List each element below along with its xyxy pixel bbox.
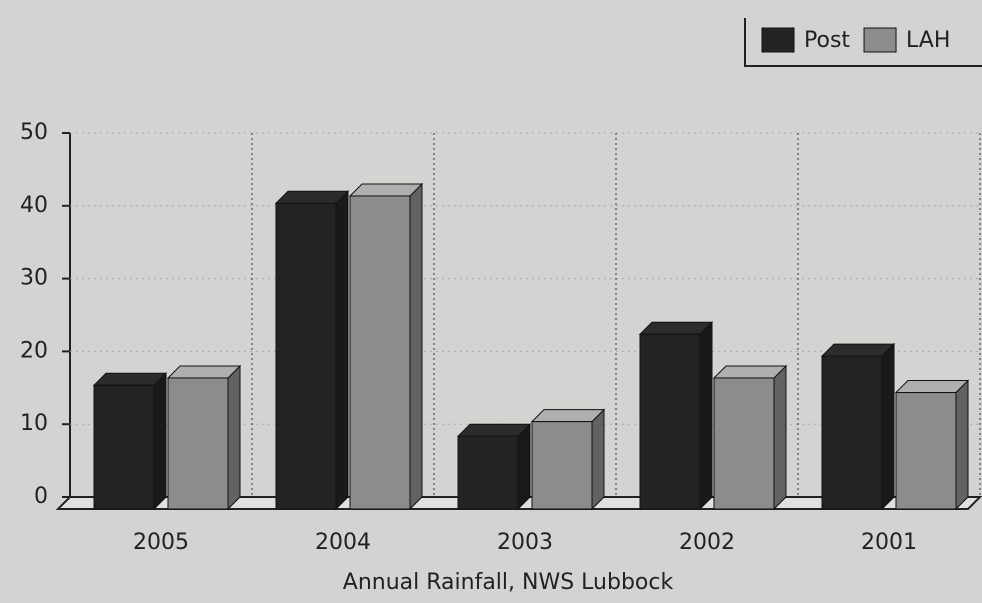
bar-side	[517, 422, 531, 511]
bar-side	[881, 342, 895, 511]
legend-box	[744, 18, 982, 67]
bar-side	[409, 182, 423, 511]
bar-top	[530, 409, 606, 423]
bar	[713, 377, 775, 510]
bar-side	[227, 364, 241, 511]
bar-top	[166, 365, 242, 379]
bar-top	[274, 190, 350, 204]
bar	[275, 202, 337, 510]
legend-swatch	[863, 27, 897, 53]
y-tick-label: 0	[34, 484, 48, 509]
bar-side	[153, 372, 167, 511]
bar	[93, 384, 155, 510]
y-tick-label: 50	[20, 120, 48, 145]
x-tick-label: 2002	[679, 530, 735, 555]
x-tick-label: 2005	[133, 530, 189, 555]
bar-side	[335, 190, 349, 511]
bar	[167, 377, 229, 510]
bar	[531, 421, 593, 510]
bar-side	[773, 364, 787, 511]
bar	[639, 333, 701, 510]
legend-swatch	[761, 27, 795, 53]
y-tick-label: 40	[20, 193, 48, 218]
y-tick-label: 10	[20, 411, 48, 436]
bar-top	[638, 321, 714, 335]
bar	[821, 355, 883, 510]
x-tick-label: 2003	[497, 530, 553, 555]
legend-label: LAH	[906, 28, 950, 53]
bar-side	[955, 379, 969, 511]
bar-side	[591, 408, 605, 511]
bar-side	[699, 321, 713, 511]
bar-top	[92, 372, 168, 386]
bar-top	[348, 183, 424, 197]
bar-top	[456, 423, 532, 437]
bar	[349, 195, 411, 510]
legend-label: Post	[804, 28, 850, 53]
x-tick-label: 2004	[315, 530, 371, 555]
bar-top	[894, 380, 970, 394]
y-tick-label: 30	[20, 266, 48, 291]
x-axis-label: Annual Rainfall, NWS Lubbock	[343, 570, 674, 595]
bar	[457, 435, 519, 510]
bar	[895, 392, 957, 510]
bar-top	[820, 343, 896, 357]
y-tick-label: 20	[20, 338, 48, 363]
bar-top	[712, 365, 788, 379]
x-tick-label: 2001	[861, 530, 917, 555]
